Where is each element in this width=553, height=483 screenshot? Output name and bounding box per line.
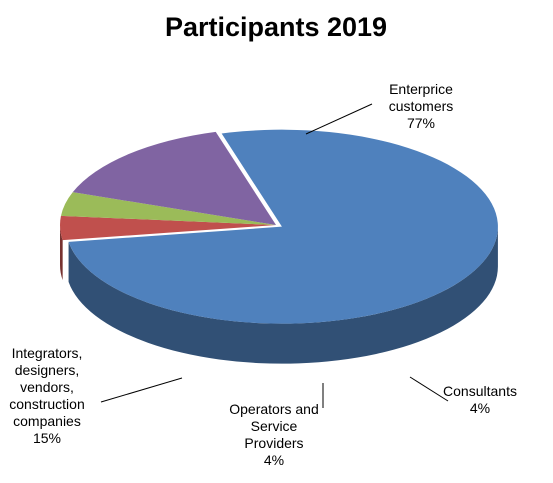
pie-slice-operators-and-service-providers — [60, 192, 276, 225]
leader-line-consultants — [409, 376, 449, 402]
leader-lines — [100, 103, 449, 408]
pie-slice-enterprice-customers — [68, 129, 498, 324]
chart-title: Participants 2019 — [165, 12, 387, 42]
pie-side-enterprice-customers — [68, 226, 498, 364]
pie-top-layer — [59, 129, 498, 324]
data-labels: Enterprice customers 77% Consultants 4% Opera… — [9, 81, 517, 468]
data-label-consultants: Consultants 4% — [443, 383, 517, 416]
leader-line-enterprice-customers — [305, 103, 373, 135]
data-label-integrators-designers-vendors-construction-companies: Integrators, designers, vendors, constructi… — [9, 345, 84, 446]
pie-side-consultants — [60, 225, 63, 281]
leader-line-integrators-designers-vendors-construction-companies — [100, 377, 183, 403]
pie-slice-consultants — [59, 215, 276, 241]
data-label-operators-and-service-providers: Operators and Service Providers 4% — [229, 401, 319, 468]
pie-side-layer — [60, 225, 498, 364]
pie-slice-integrators-designers-vendors-construction-companies — [72, 131, 277, 225]
data-label-enterprice-customers: Enterprice customers 77% — [389, 81, 454, 131]
